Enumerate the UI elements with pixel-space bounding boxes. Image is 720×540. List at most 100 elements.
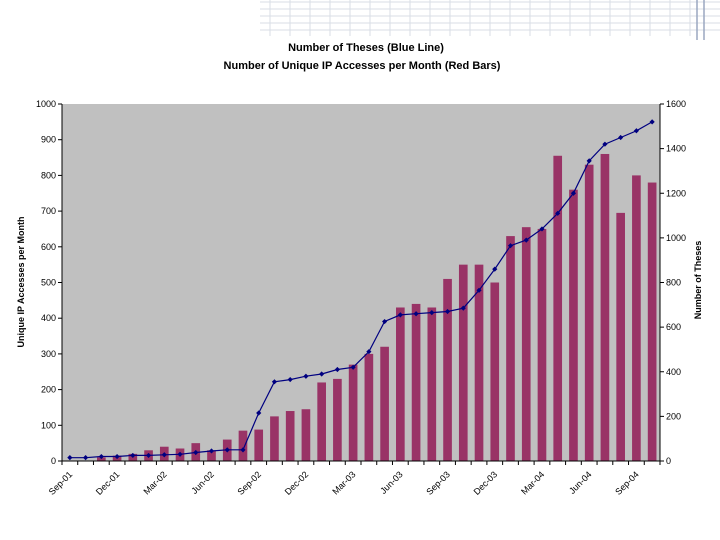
bar (285, 411, 295, 461)
x-tick-label: Dec-02 (283, 469, 311, 497)
left-tick-label: 1000 (36, 99, 56, 109)
bar (238, 430, 248, 461)
chart-title: Number of Theses (Blue Line) (288, 42, 444, 54)
x-tick-label: Jun-04 (567, 469, 594, 496)
right-tick-label: 0 (666, 456, 671, 466)
right-tick-label: 800 (666, 278, 681, 288)
x-axis: Sep-01 Dec-01 Mar-02 Jun-02 Sep-02 Dec-02 Mar-… (47, 461, 661, 497)
bar (364, 353, 374, 461)
bar (537, 228, 547, 461)
line-point (240, 447, 246, 453)
line-point (256, 410, 262, 416)
x-tick-label: Dec-03 (472, 469, 500, 497)
left-tick-label: 700 (41, 206, 56, 216)
bar (553, 155, 563, 461)
x-tick-label: Jun-03 (378, 469, 405, 496)
line-point (633, 128, 639, 134)
line-point (319, 371, 325, 377)
theses-line (69, 121, 653, 459)
bar (207, 450, 216, 461)
bar (301, 409, 311, 461)
line-point (161, 452, 167, 458)
line-point (429, 310, 435, 316)
x-tick-label: Dec-01 (94, 469, 122, 497)
bar (270, 416, 279, 461)
bar (521, 227, 531, 461)
bar (317, 382, 326, 461)
line-point (539, 226, 545, 232)
left-tick-label: 800 (41, 170, 56, 180)
x-tick-label: Sep-02 (236, 469, 264, 497)
left-tick-label: 200 (41, 385, 56, 395)
line-point (618, 134, 624, 141)
line-point (193, 449, 199, 456)
bar (254, 429, 264, 461)
line-point (67, 455, 73, 461)
right-tick-label: 1000 (666, 233, 686, 243)
bar (333, 378, 342, 461)
right-axis: 0 200 400 600 800 1000 1200 1400 1600 (660, 99, 686, 466)
bar (348, 364, 358, 461)
line-point (271, 379, 278, 385)
right-axis-label: Number of Theses (693, 241, 703, 320)
right-tick-label: 200 (666, 411, 681, 421)
bar (427, 307, 437, 461)
left-tick-label: 600 (41, 242, 56, 252)
bar (600, 153, 610, 462)
line-point (523, 237, 529, 243)
bar (632, 175, 641, 461)
line-point (350, 364, 356, 370)
bar-series (97, 153, 657, 462)
line-point (366, 349, 372, 355)
line-point (334, 366, 340, 373)
line-point (382, 318, 388, 325)
x-tick-label: Sep-04 (613, 469, 641, 497)
bar (458, 264, 468, 461)
left-tick-label: 100 (41, 420, 56, 430)
line-point (413, 311, 419, 317)
left-axis-label: Unique IP Accesses per Month (16, 216, 26, 347)
line-point (145, 452, 152, 459)
right-tick-label: 1200 (666, 188, 686, 198)
line-point (287, 376, 293, 383)
line-point (208, 448, 215, 454)
bar (380, 346, 389, 461)
left-tick-label: 0 (51, 456, 56, 466)
bar (506, 236, 515, 461)
line-point (444, 308, 451, 315)
line-point (224, 447, 230, 453)
line-point (649, 119, 655, 125)
right-tick-label: 1400 (666, 144, 686, 154)
bar (443, 278, 452, 461)
x-tick-label: Sep-03 (424, 469, 452, 497)
bar (647, 182, 657, 462)
line-point (586, 158, 592, 164)
x-tick-label: Mar-02 (141, 469, 168, 496)
bar (411, 303, 421, 461)
bar (474, 264, 484, 461)
line-point (492, 266, 498, 272)
line-point (507, 243, 514, 249)
line-point (476, 287, 482, 293)
right-tick-label: 600 (666, 322, 681, 332)
line-point (114, 453, 120, 460)
left-tick-label: 300 (41, 349, 56, 359)
line-series (67, 119, 655, 461)
slide-decoration (260, 0, 720, 40)
left-axis: 0 100 200 300 400 500 600 700 800 900 1000 (36, 99, 62, 466)
bar (584, 164, 594, 461)
line-point (130, 452, 136, 459)
right-tick-label: 1600 (666, 99, 686, 109)
x-tick-label: Mar-03 (330, 469, 357, 496)
line-point (177, 451, 183, 457)
line-point (83, 455, 89, 461)
line-point (98, 453, 104, 460)
left-tick-label: 500 (41, 278, 56, 288)
line-point (397, 312, 403, 318)
x-tick-label: Mar-04 (519, 469, 546, 496)
bar (490, 282, 500, 461)
line-point (303, 373, 309, 379)
x-tick-label: Jun-02 (189, 469, 216, 496)
bar (97, 457, 106, 461)
